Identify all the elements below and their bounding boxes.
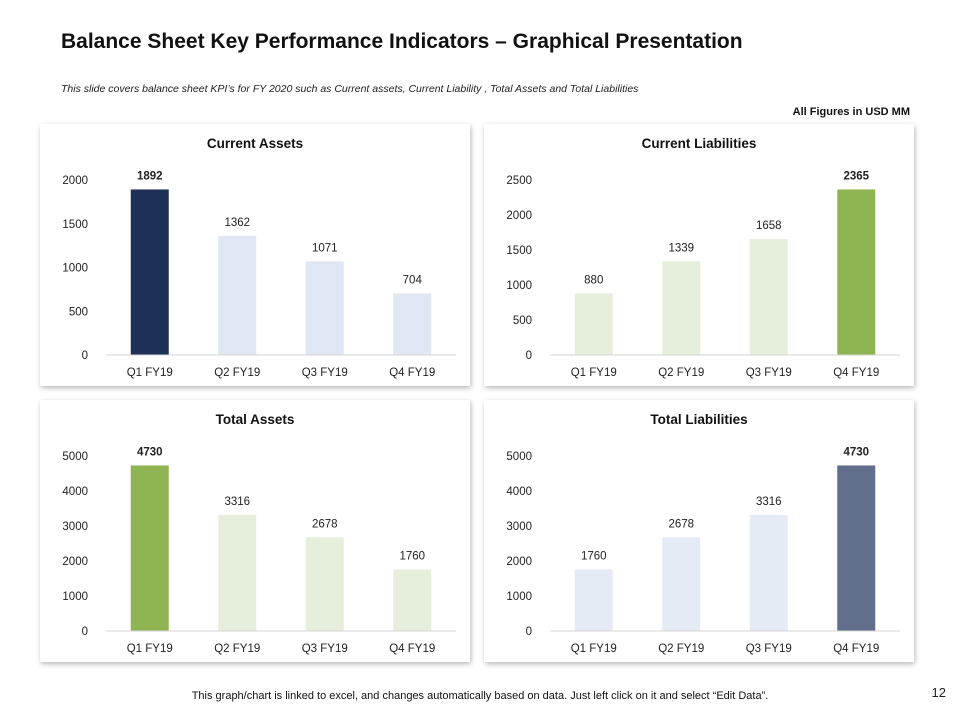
data-label: 1760 [399,550,425,562]
y-tick-label: 4000 [506,486,532,498]
x-tick-label: Q3 FY19 [302,367,348,379]
bar [218,514,257,631]
x-tick-label: Q1 FY19 [571,367,617,379]
bar [393,569,432,631]
x-tick-label: Q2 FY19 [658,643,704,655]
slide-subtitle: This slide covers balance sheet KPI’s fo… [61,83,639,95]
chart-panel-current-liabilities[interactable]: Current Liabilities 0 500 1000 1500 2000 2500… [484,124,914,386]
y-tick-label: 1500 [506,245,532,257]
x-tick-label: Q1 FY19 [127,643,173,655]
chart-panel-current-assets[interactable]: Current Assets 0 500 1000 1500 2000 1892 Q1 FY… [40,124,470,386]
y-tick-label: 500 [69,306,88,318]
chart-title: Total Liabilities [650,412,748,427]
bar-chart-total-liabilities: 0 1000 2000 3000 4000 5000 1760 Q1 FY19 2678 Q2 F… [506,446,900,655]
x-tick-label: Q4 FY19 [833,367,879,379]
data-label: 3316 [756,496,782,508]
data-label: 4730 [843,446,869,458]
data-label: 1760 [581,550,607,562]
bar [837,189,876,355]
y-tick-label: 5000 [506,451,532,463]
data-label: 1658 [756,220,782,232]
bar [749,238,788,355]
data-label: 4730 [137,446,163,458]
bar-chart-current-assets: 0 500 1000 1500 2000 1892 Q1 FY19 1362 Q2 FY19 10… [62,170,456,379]
data-label: 2678 [312,518,338,530]
y-tick-label: 1500 [62,219,88,231]
y-tick-label: 3000 [506,521,532,533]
x-tick-label: Q4 FY19 [833,643,879,655]
y-tick-label: 1000 [506,591,532,603]
bar [662,261,701,355]
x-tick-label: Q4 FY19 [389,643,435,655]
data-label: 2678 [668,518,694,530]
y-tick-label: 1000 [62,263,88,275]
data-label: 880 [584,274,603,286]
bar [574,293,613,355]
bar-chart-total-assets: 0 1000 2000 3000 4000 5000 4730 Q1 FY19 3316 Q2 F… [62,446,456,655]
x-tick-label: Q2 FY19 [658,367,704,379]
x-tick-label: Q2 FY19 [214,367,260,379]
data-label: 2365 [843,170,869,182]
x-tick-label: Q1 FY19 [571,643,617,655]
y-tick-label: 0 [526,350,532,362]
y-tick-label: 0 [82,626,88,638]
data-label: 1892 [137,170,163,182]
bar [218,235,257,355]
x-tick-label: Q1 FY19 [127,367,173,379]
y-tick-label: 2000 [506,210,532,222]
y-tick-label: 4000 [62,486,88,498]
y-tick-label: 0 [526,626,532,638]
x-tick-label: Q4 FY19 [389,367,435,379]
x-tick-label: Q3 FY19 [746,367,792,379]
y-tick-label: 500 [513,315,532,327]
data-label: 1362 [224,217,250,229]
bar-chart-current-liabilities: 0 500 1000 1500 2000 2500 880 Q1 FY19 1339 Q2 FY1… [506,170,900,379]
bar [130,189,169,355]
data-label: 1071 [312,242,338,254]
data-label: 3316 [224,496,250,508]
y-tick-label: 1000 [62,591,88,603]
y-tick-label: 2500 [506,175,532,187]
y-tick-label: 2000 [62,175,88,187]
bar [393,293,432,355]
bar [305,261,344,355]
chart-panel-total-assets[interactable]: Total Assets 0 1000 2000 3000 4000 5000 4730 Q1… [40,400,470,662]
x-tick-label: Q2 FY19 [214,643,260,655]
page-number: 12 [931,685,946,700]
x-tick-label: Q3 FY19 [746,643,792,655]
bar [749,514,788,631]
slide-title: Balance Sheet Key Performance Indicators… [61,30,743,53]
bar [662,537,701,631]
data-label: 704 [403,274,423,286]
chart-title: Current Assets [206,136,304,151]
bar [130,465,169,631]
y-tick-label: 1000 [506,280,532,292]
y-tick-label: 2000 [62,556,88,568]
bar [305,537,344,631]
chart-title: Current Liabilities [641,136,757,151]
chart-panel-total-liabilities[interactable]: Total Liabilities 0 1000 2000 3000 4000 5000 1… [484,400,914,662]
data-label: 1339 [668,242,694,254]
bar [574,569,613,631]
bar [837,465,876,631]
y-tick-label: 3000 [62,521,88,533]
y-tick-label: 5000 [62,451,88,463]
y-tick-label: 0 [82,350,88,362]
footer-note: This graph/chart is linked to excel, and… [191,690,769,702]
y-tick-label: 2000 [506,556,532,568]
units-note: All Figures in USD MM [792,106,910,118]
x-tick-label: Q3 FY19 [302,643,348,655]
chart-title: Total Assets [215,412,295,427]
